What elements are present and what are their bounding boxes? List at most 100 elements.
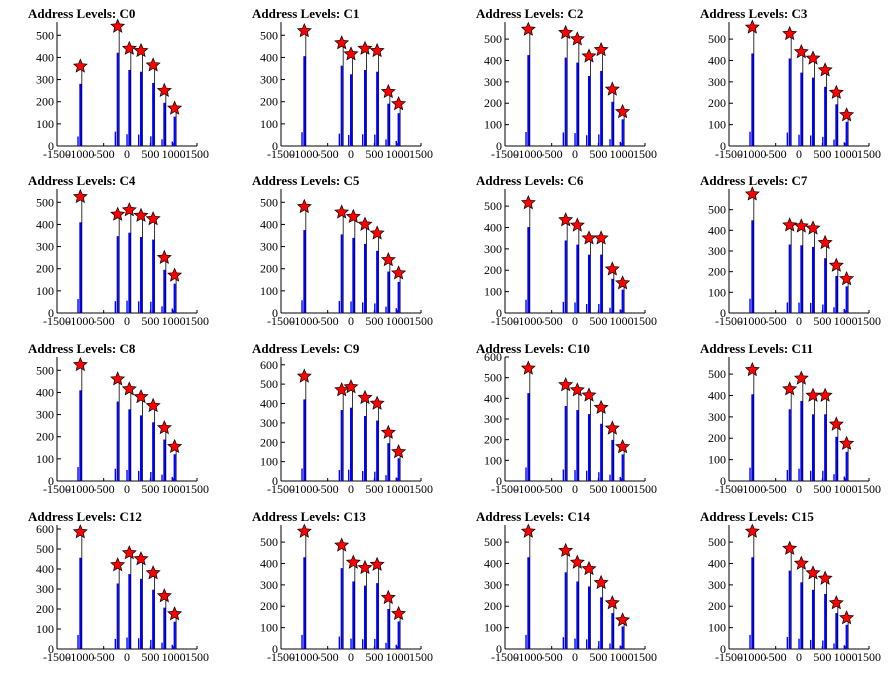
y-tick-label: 300 (484, 75, 502, 89)
star-marker (121, 545, 137, 560)
bar-satellite (395, 477, 397, 481)
star-marker (369, 225, 385, 240)
bar (140, 415, 143, 481)
x-tick-label: -1500 (491, 650, 519, 664)
x-tick-label: 0 (796, 314, 802, 328)
y-tick-label: 300 (260, 578, 278, 592)
x-tick-label: 1000 (162, 482, 186, 496)
bar (364, 243, 367, 313)
y-tick-label: 500 (36, 542, 54, 556)
x-tick-label: -1500 (715, 314, 743, 328)
x-tick-label: 1000 (386, 314, 410, 328)
y-tick-label: 0 (496, 306, 502, 320)
bar-satellite (374, 134, 376, 146)
bar-satellite (598, 472, 600, 481)
y-tick-label: 0 (272, 642, 278, 656)
y-tick-label: 0 (720, 642, 726, 656)
x-tick-label: -500 (541, 147, 563, 161)
bar (79, 557, 82, 649)
y-tick-label: 300 (708, 410, 726, 424)
star-marker (793, 43, 809, 59)
y-tick-label: 200 (260, 262, 278, 276)
bar (527, 557, 530, 649)
x-tick-label: -1000 (738, 314, 766, 328)
star-marker (817, 234, 833, 250)
x-tick-label: 500 (141, 482, 159, 496)
x-tick-label: -1500 (43, 482, 71, 496)
y-tick-label: 100 (484, 453, 502, 467)
x-tick-label: -1000 (66, 650, 94, 664)
bar-satellite (126, 637, 128, 649)
bar (588, 254, 591, 313)
bar-satellite (301, 634, 303, 649)
bar (824, 414, 827, 481)
bar-satellite (161, 642, 163, 649)
x-tick-label: 1000 (610, 482, 634, 496)
y-tick-label: 400 (36, 217, 54, 231)
bar-satellite (525, 132, 527, 146)
x-tick-label: 1500 (633, 314, 657, 328)
star-marker (145, 565, 161, 580)
bar-satellite (810, 470, 812, 481)
x-tick-label: 500 (813, 482, 831, 496)
star-marker (72, 356, 88, 372)
bar-satellite (126, 469, 128, 481)
y-tick-label: 200 (708, 431, 726, 445)
x-tick-label: 1000 (386, 147, 410, 161)
bar (824, 258, 827, 313)
y-tick-label: 300 (260, 416, 278, 430)
bar-satellite (749, 467, 751, 481)
star-marker (357, 389, 373, 405)
y-tick-label: 100 (708, 453, 726, 467)
x-tick-label: 1000 (386, 650, 410, 664)
y-tick-label: 600 (260, 358, 278, 372)
y-tick-label: 500 (708, 367, 726, 381)
bar (116, 52, 119, 147)
chart-title: Address Levels: C12 (28, 509, 142, 524)
bar (600, 254, 603, 313)
x-tick-label: -500 (765, 482, 787, 496)
bar (350, 407, 353, 481)
star-marker (593, 574, 609, 590)
star-marker (793, 218, 809, 233)
star-marker (334, 537, 350, 552)
bar (376, 583, 379, 649)
bar-satellite (786, 469, 789, 481)
star-marker (558, 542, 574, 558)
bar (800, 245, 803, 313)
y-tick-label: 200 (260, 599, 278, 613)
bar (751, 557, 754, 649)
star-marker (615, 612, 631, 627)
y-tick-label: 300 (484, 242, 502, 256)
star-marker (828, 257, 844, 272)
chart-title: Address Levels: C6 (476, 173, 584, 188)
bar (397, 458, 400, 481)
y-tick-label: 100 (36, 284, 54, 298)
chart-title: Address Levels: C11 (700, 341, 813, 356)
y-tick-label: 400 (484, 556, 502, 570)
y-tick-label: 400 (260, 217, 278, 231)
bar (364, 70, 367, 146)
y-tick-label: 100 (484, 285, 502, 299)
x-tick-label: 500 (813, 314, 831, 328)
bar-satellite (525, 299, 527, 313)
y-tick-label: 400 (708, 53, 726, 67)
y-tick-label: 100 (708, 285, 726, 299)
bar-satellite (562, 469, 565, 481)
bar-satellite (362, 639, 364, 649)
x-tick-label: 1500 (185, 482, 209, 496)
star-marker (334, 381, 350, 397)
x-tick-label: 1500 (409, 650, 433, 664)
star-marker (133, 551, 149, 566)
bar (340, 65, 343, 146)
x-tick-label: 1500 (633, 482, 657, 496)
bar-satellite (395, 308, 397, 313)
bar (173, 621, 176, 649)
y-tick-label: 500 (484, 199, 502, 213)
star-marker (391, 96, 407, 111)
x-tick-label: 1000 (162, 650, 186, 664)
bar (376, 420, 379, 481)
bar-satellite (598, 304, 600, 313)
star-marker (817, 387, 833, 402)
